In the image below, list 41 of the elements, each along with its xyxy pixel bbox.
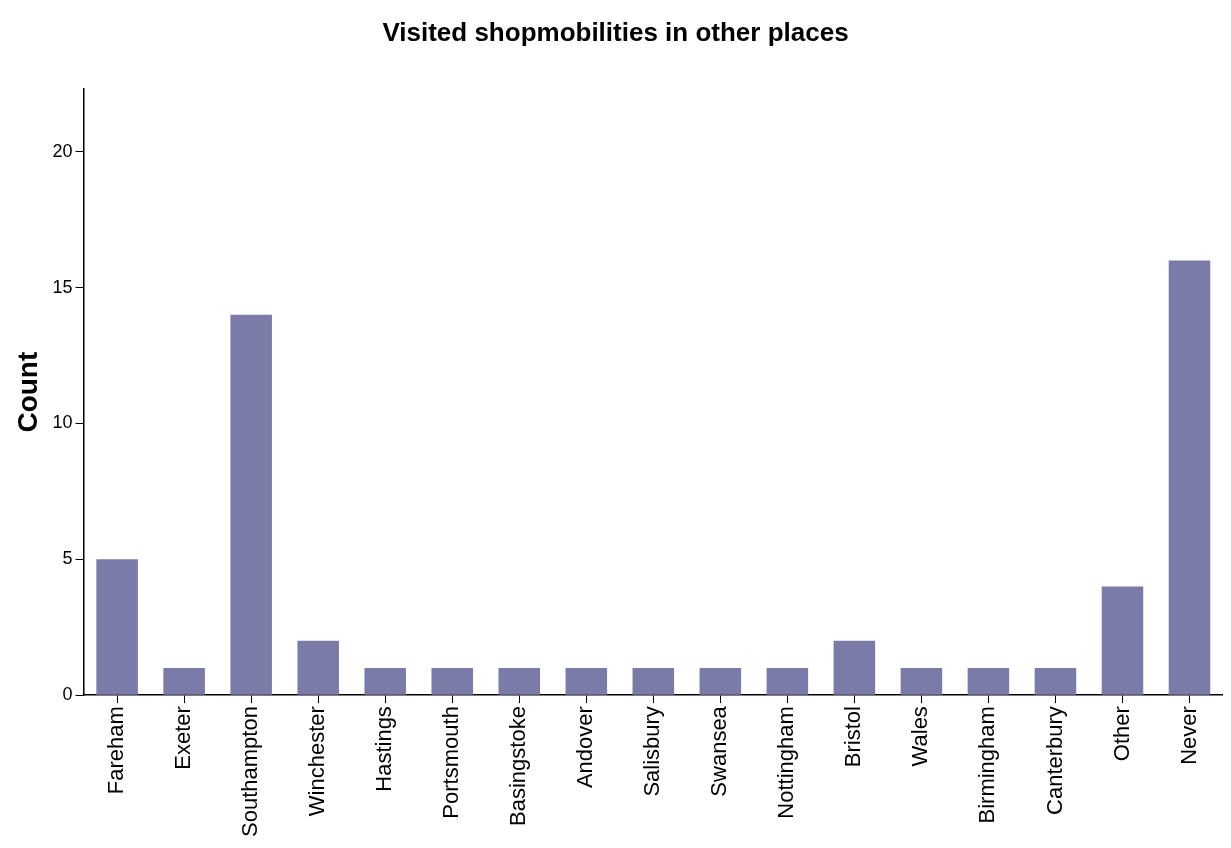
- bar: [163, 667, 205, 695]
- y-tick-label: 5: [62, 548, 73, 569]
- x-tick-label: Nottingham: [773, 706, 799, 819]
- y-tick-label: 0: [62, 684, 73, 705]
- y-tick-label: 20: [52, 140, 73, 161]
- bar: [498, 667, 541, 695]
- x-tick-label: Southampton: [237, 706, 263, 837]
- x-tick-label: Swansea: [706, 705, 732, 797]
- bar: [833, 640, 876, 695]
- bar: [632, 667, 675, 695]
- bar: [900, 667, 943, 695]
- x-tick-label: Wales: [907, 706, 933, 767]
- bar: [431, 667, 474, 695]
- bar: [96, 559, 138, 695]
- bar: [967, 667, 1010, 695]
- bar: [1168, 260, 1211, 695]
- chart-title: Visited shopmobilities in other places: [382, 16, 849, 47]
- x-tick-label: Hastings: [371, 706, 397, 792]
- x-tick-label: Canterbury: [1041, 706, 1067, 815]
- x-tick-label: Other: [1108, 706, 1134, 762]
- bar: [565, 667, 608, 695]
- bar: [1034, 667, 1077, 695]
- x-tick-label: Portsmouth: [438, 706, 464, 819]
- bar: [364, 667, 406, 695]
- x-tick-label: Salisbury: [639, 706, 665, 797]
- x-tick-label: Andover: [572, 706, 598, 789]
- bar: [766, 667, 809, 695]
- y-axis-title: Count: [11, 351, 43, 433]
- y-tick-label: 15: [52, 276, 73, 297]
- x-tick-label: Never: [1175, 706, 1201, 765]
- x-tick-label: Birmingham: [974, 706, 1000, 824]
- x-tick-label: Bristol: [840, 706, 866, 768]
- bar: [297, 640, 339, 695]
- x-tick-label: Winchester: [304, 706, 330, 817]
- y-tick-label: 10: [52, 412, 73, 433]
- bar: [1101, 586, 1144, 695]
- x-tick-label: Fareham: [103, 706, 129, 795]
- bar: [230, 314, 272, 695]
- x-tick-label: Basingstoke: [505, 706, 531, 826]
- x-tick-label: Exeter: [170, 706, 196, 770]
- bar: [699, 667, 742, 695]
